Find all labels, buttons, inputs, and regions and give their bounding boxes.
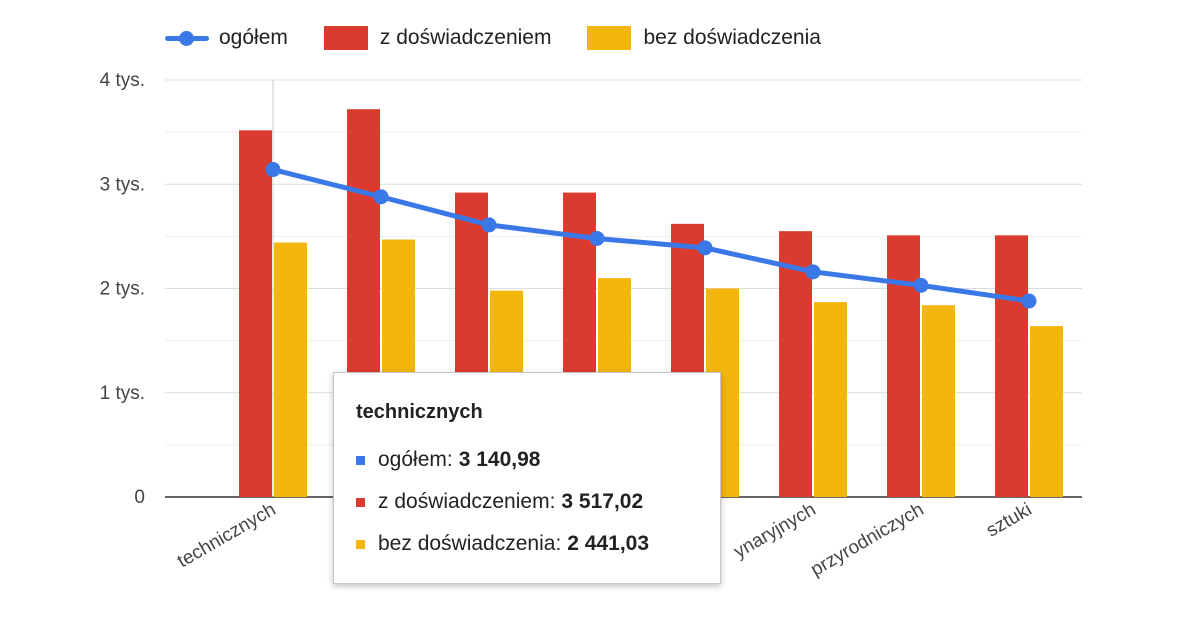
tooltip-value: 3 140,98 bbox=[458, 448, 541, 471]
bar-z-doswiadczeniem[interactable] bbox=[239, 130, 272, 498]
point-ogolem[interactable] bbox=[913, 277, 929, 293]
line-series bbox=[265, 162, 1037, 309]
legend-label: z doświadczeniem bbox=[379, 26, 552, 49]
bar-z-doswiadczeniem[interactable] bbox=[995, 235, 1028, 497]
y-axis-ticks: 0 1 tys. 2 tys. 3 tys. 4 tys. bbox=[100, 70, 145, 508]
tooltip-label: bez doświadczenia: bbox=[378, 532, 562, 555]
bar-bez-doswiadczenia[interactable] bbox=[1030, 326, 1063, 497]
tooltip-title: technicznych bbox=[356, 401, 483, 423]
point-ogolem[interactable] bbox=[481, 217, 497, 233]
chart-legend: ogółem z doświadczeniem bez doświadczeni… bbox=[165, 26, 857, 50]
bar-z-doswiadczeniem[interactable] bbox=[887, 235, 920, 497]
x-tick-label: ynaryjnych bbox=[730, 499, 819, 563]
y-tick-label: 4 tys. bbox=[100, 70, 145, 91]
point-ogolem[interactable] bbox=[697, 240, 713, 256]
x-tick-label: technicznych bbox=[174, 499, 280, 572]
legend-color-swatch bbox=[587, 26, 632, 50]
bar-bez-doswiadczenia[interactable] bbox=[274, 242, 307, 497]
bar-bez-doswiadczenia[interactable] bbox=[814, 302, 847, 497]
point-ogolem[interactable] bbox=[1021, 293, 1037, 309]
legend-item-z-doswiadczeniem[interactable]: z doświadczeniem bbox=[323, 26, 552, 50]
chart-tooltip: technicznych ogółem: 3 140,98 z doświadc… bbox=[333, 372, 721, 584]
tooltip-row-z-doswiadczeniem: z doświadczeniem: 3 517,02 bbox=[356, 490, 720, 514]
y-tick-label: 3 tys. bbox=[100, 174, 145, 195]
point-ogolem[interactable] bbox=[805, 264, 821, 280]
y-tick-label: 1 tys. bbox=[100, 383, 145, 404]
legend-line-swatch bbox=[165, 29, 209, 47]
tooltip-label: ogółem: bbox=[378, 448, 453, 471]
point-ogolem[interactable] bbox=[589, 230, 605, 246]
line-ogolem bbox=[270, 167, 1032, 304]
tooltip-value: 2 441,03 bbox=[567, 532, 650, 555]
tooltip-swatch bbox=[356, 497, 365, 507]
y-tick-label: 0 bbox=[134, 487, 145, 508]
legend-label: ogółem bbox=[219, 26, 288, 49]
y-tick-label: 2 tys. bbox=[100, 279, 145, 300]
tooltip-value: 3 517,02 bbox=[561, 490, 644, 513]
tooltip-row-ogolem: ogółem: 3 140,98 bbox=[356, 448, 720, 472]
tooltip-swatch bbox=[356, 455, 365, 465]
legend-label: bez doświadczenia bbox=[643, 26, 821, 49]
legend-item-ogolem[interactable]: ogółem bbox=[165, 26, 288, 50]
legend-color-swatch bbox=[323, 26, 368, 50]
legend-item-bez-doswiadczenia[interactable]: bez doświadczenia bbox=[587, 26, 821, 50]
tooltip-row-bez-doswiadczenia: bez doświadczenia: 2 441,03 bbox=[356, 532, 720, 556]
x-tick-label: przyrodniczych bbox=[807, 499, 927, 581]
x-tick-label: sztuki bbox=[983, 499, 1036, 541]
tooltip-swatch bbox=[356, 539, 365, 549]
point-ogolem[interactable] bbox=[265, 162, 281, 178]
point-ogolem[interactable] bbox=[373, 189, 389, 205]
bar-bez-doswiadczenia[interactable] bbox=[922, 305, 955, 497]
tooltip-label: z doświadczeniem: bbox=[378, 490, 556, 513]
